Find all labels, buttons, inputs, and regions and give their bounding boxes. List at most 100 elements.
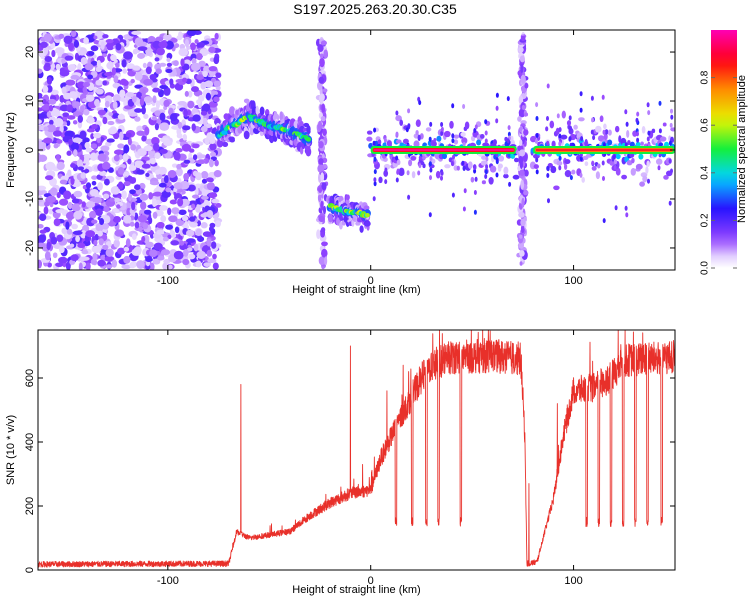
noise-speckle (113, 239, 120, 248)
noise-speckle (162, 236, 169, 242)
carrier-burst (569, 125, 572, 131)
noise-speckle (186, 30, 197, 37)
noise-speckle (98, 238, 105, 246)
streak-speckle (320, 172, 325, 182)
carrier-burst (373, 169, 377, 175)
carrier-sidelobe (481, 155, 487, 160)
noise-speckle (46, 195, 57, 203)
carrier-halo (436, 135, 442, 142)
noise-speckle (39, 213, 47, 222)
noise-speckle (93, 35, 98, 40)
carrier-burst (670, 168, 673, 174)
noise-speckle (73, 190, 83, 198)
noise-speckle (214, 32, 219, 40)
noise-speckle (44, 175, 54, 181)
noise-speckle (71, 198, 80, 204)
carrier-sidelobe (482, 142, 490, 148)
carrier-burst (535, 102, 539, 108)
noise-speckle (199, 48, 209, 57)
carrier-sidelobe (604, 129, 609, 135)
colorbar: 0.0 0.2 0.4 0.6 0.8 Normalized spectral ampli… (700, 30, 748, 275)
noise-speckle (152, 95, 157, 104)
noise-speckle (143, 113, 149, 119)
colorbar-tick-label: 0.2 (700, 213, 711, 227)
streak-speckle (523, 129, 529, 136)
noise-speckle (128, 192, 133, 202)
noise-speckle (213, 170, 222, 178)
noise-speckle (191, 123, 196, 132)
carrier-burst (407, 108, 411, 114)
carrier-burst (547, 198, 550, 204)
noise-speckle (125, 238, 131, 248)
noise-speckle (200, 195, 209, 200)
carrier-sidelobe (561, 110, 566, 119)
noise-speckle (82, 81, 91, 88)
carrier-burst (406, 170, 410, 176)
noise-speckle (159, 148, 168, 154)
ridge-spread (259, 131, 264, 137)
carrier-burst (668, 140, 672, 146)
carrier-sidelobe (609, 160, 616, 166)
noise-speckle (91, 180, 97, 186)
noise-speckle (61, 86, 67, 95)
streak-speckle (317, 164, 325, 173)
streak-speckle (321, 103, 326, 113)
noise-speckle (159, 84, 169, 90)
noise-speckle (165, 68, 173, 73)
x-tick-label: 0 (368, 275, 374, 287)
carrier-burst (546, 116, 549, 121)
noise-speckle (160, 215, 167, 223)
noise-speckle (59, 69, 70, 77)
streak-speckle (518, 211, 525, 218)
carrier-burst (417, 134, 421, 140)
noise-speckle (86, 117, 95, 124)
noise-speckle (154, 57, 160, 62)
y-tick-label: 200 (24, 497, 36, 515)
ridge-core (306, 137, 312, 142)
noise-speckle (95, 79, 103, 86)
noise-speckle (56, 234, 64, 242)
noise-speckle (61, 57, 66, 64)
noise-speckle (178, 48, 189, 57)
carrier-burst (507, 125, 511, 131)
carrier-burst (495, 157, 499, 163)
carrier-burst (635, 117, 639, 123)
carrier-burst (407, 123, 411, 129)
carrier-sidelobe (659, 136, 667, 142)
noise-speckle (197, 236, 205, 242)
carrier-sidelobe (395, 115, 402, 122)
carrier-burst (614, 159, 617, 165)
carrier-burst (508, 181, 512, 187)
noise-speckle (121, 264, 132, 270)
streak-speckle (520, 74, 526, 84)
chart-title: S197.2025.263.20.30.C35 (293, 1, 457, 17)
noise-speckle (85, 94, 95, 102)
carrier-sidelobe (481, 180, 486, 185)
carrier-burst (568, 136, 572, 142)
carrier-burst (590, 129, 594, 135)
carrier-sidelobe (425, 127, 432, 132)
carrier-burst (451, 103, 455, 109)
noise-speckle (213, 80, 221, 88)
noise-speckle (163, 140, 173, 147)
carrier-burst (658, 100, 662, 106)
noise-speckle (65, 84, 72, 91)
noise-speckle (121, 59, 127, 68)
carrier-sidelobe (512, 174, 520, 180)
noise-speckle (110, 186, 121, 195)
noise-speckle (139, 193, 149, 201)
noise-speckle (56, 161, 65, 171)
noise-speckle (191, 203, 196, 209)
x-axis-label: Height of straight line (km) (292, 584, 420, 596)
carrier-sidelobe (662, 122, 667, 127)
carrier-burst (429, 175, 432, 181)
noise-speckle (163, 33, 172, 41)
noise-speckle (196, 52, 203, 61)
carrier-burst (495, 105, 499, 111)
carrier-sidelobe (408, 159, 413, 167)
noise-speckle (92, 252, 98, 261)
carrier-burst (395, 155, 399, 161)
carrier-sidelobe (415, 119, 421, 128)
ridge-spread (328, 213, 333, 223)
